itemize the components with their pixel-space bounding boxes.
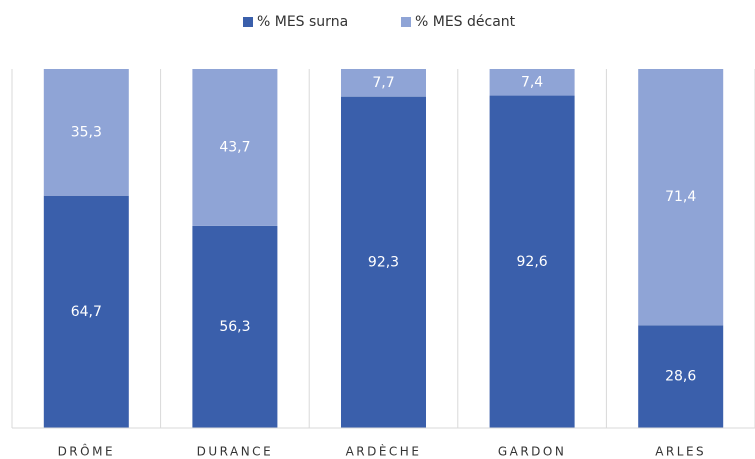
data-label: 64,7 [71,304,102,320]
data-label: 28,6 [665,369,696,385]
bar-segment [638,69,724,326]
x-tick-label: ARDÈCHE [346,444,422,459]
legend-text: % MES surna [257,14,348,30]
data-label: 43,7 [219,139,250,155]
data-label: 56,3 [219,319,250,335]
legend-text: % MES décant [415,14,516,30]
bar-segment [192,225,278,428]
data-label: 92,3 [368,254,399,270]
x-tick-label: DRÔME [58,444,115,459]
bar-segment [489,95,575,428]
data-label: 7,4 [521,74,543,90]
legend-swatch [401,17,411,27]
data-label: 7,7 [372,75,394,91]
bar-segment [341,69,426,97]
legend-swatch [243,17,253,27]
x-tick-label: DURANCE [197,445,274,459]
data-label: 35,3 [71,124,102,140]
bar-segment [638,325,724,428]
bar-segment [192,69,278,226]
bar-segment [43,69,129,196]
bar-segment [341,96,426,428]
x-tick-label: ARLES [655,445,706,459]
data-label: 92,6 [517,254,548,270]
bar-segment [489,69,575,96]
data-label: 71,4 [665,189,696,205]
bar-segment [43,195,129,428]
x-tick-label: GARDON [498,445,567,459]
